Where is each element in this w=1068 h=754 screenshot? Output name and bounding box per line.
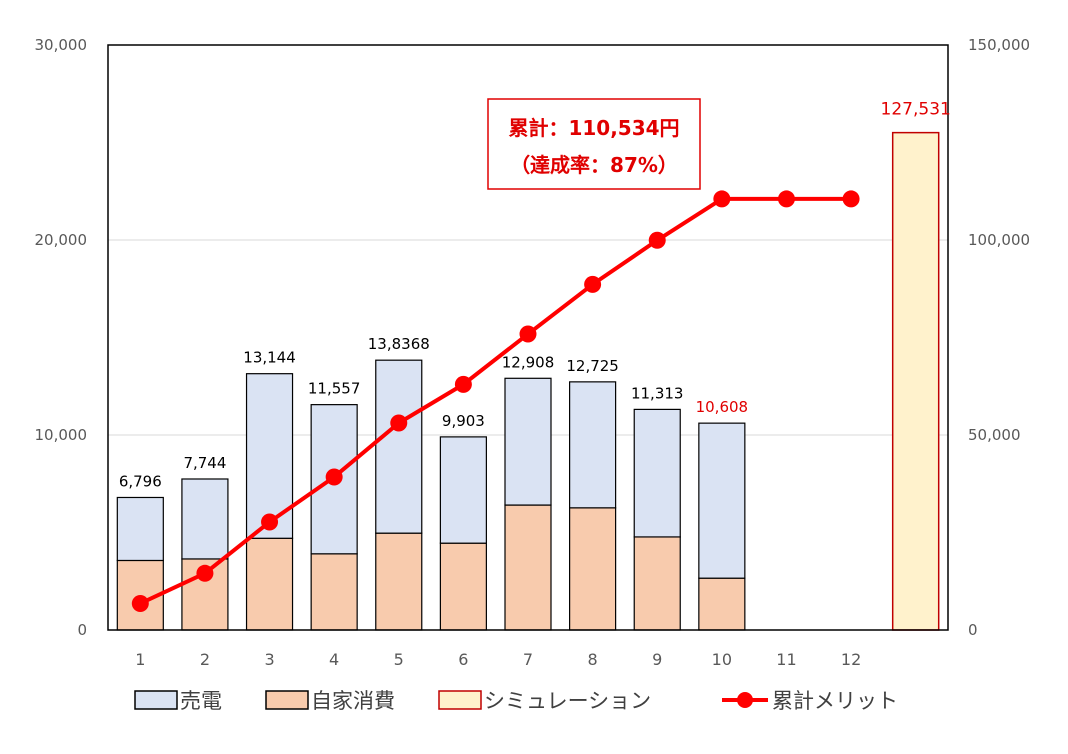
- cumulative-merit-point: [261, 513, 279, 531]
- bar-sold-power: [375, 359, 423, 534]
- annotation-rate: （達成率：87%）: [510, 153, 678, 177]
- right-axis-tick-label: 150,000: [968, 36, 1030, 54]
- cumulative-line: [131, 190, 860, 612]
- plot-area-border: [107, 44, 949, 631]
- legend-label: 累計メリット: [772, 689, 898, 713]
- annotation-border: [487, 98, 701, 190]
- cumulative-merit-point: [196, 564, 214, 582]
- left-axis-tick-label: 0: [77, 621, 87, 639]
- legend-label: 売電: [180, 689, 222, 713]
- bar-total-label: 12,725: [566, 357, 619, 375]
- right-axis-tick-label: 50,000: [968, 426, 1021, 444]
- cumulative-merit-point: [131, 594, 149, 612]
- bar-total-label: 13,8368: [368, 335, 430, 353]
- data-labels: 6,796 7,744 13,144 11,557 13,8368 9,903 12,908…: [119, 100, 951, 491]
- annotation-total: 累計：110,534円: [508, 116, 679, 140]
- x-axis-tick-label: 6: [458, 650, 468, 669]
- x-axis-tick-label: 3: [264, 650, 274, 669]
- cumulative-merit-point: [713, 190, 731, 208]
- legend-swatch: [134, 690, 178, 710]
- annotation-box: 累計：110,534円 （達成率：87%）: [487, 98, 701, 190]
- cumulative-merit-point: [454, 375, 472, 393]
- x-axis-tick-label: 2: [200, 650, 210, 669]
- bar-sold-power: [633, 408, 681, 538]
- legend-label: シミュレーション: [484, 689, 651, 713]
- x-axis-tick-label: 5: [394, 650, 404, 669]
- bar-total-label: 9,903: [442, 412, 485, 430]
- bar-self-consumption: [439, 542, 487, 631]
- bar-total-label: 6,796: [119, 472, 162, 490]
- left-axis-tick-label: 10,000: [35, 426, 88, 444]
- bar-sold-power: [116, 496, 164, 562]
- x-axis-tick-label: 4: [329, 650, 339, 669]
- bar-total-label: 11,313: [631, 384, 684, 402]
- bar-sold-power: [439, 436, 487, 544]
- cumulative-merit-point: [325, 468, 343, 486]
- cumulative-merit-point: [390, 414, 408, 432]
- simulation-value-label: 127,531: [881, 100, 951, 120]
- bar-self-consumption: [698, 577, 746, 631]
- plot-frame: [107, 44, 949, 631]
- left-axis-tick-label: 20,000: [35, 231, 88, 249]
- x-axis-tick-label: 8: [588, 650, 598, 669]
- bar-self-consumption: [310, 553, 358, 631]
- bar-self-consumption: [375, 532, 423, 631]
- right-axis-tick-label: 100,000: [968, 231, 1030, 249]
- cumulative-merit-point: [584, 275, 602, 293]
- x-axis-tick-label: 9: [652, 650, 662, 669]
- cumulative-merit-point: [648, 231, 666, 249]
- bar-self-consumption: [569, 507, 617, 631]
- bar-simulation: [891, 131, 940, 631]
- legend: 売電 自家消費 シミュレーション 累計メリット: [134, 689, 898, 713]
- bar-self-consumption: [633, 536, 681, 631]
- bar-self-consumption: [504, 504, 552, 631]
- legend-marker-swatch: [737, 692, 753, 708]
- bars: [116, 131, 940, 631]
- bar-total-label: 13,144: [243, 349, 296, 367]
- bar-self-consumption: [245, 537, 294, 631]
- bar-total-label: 7,744: [183, 454, 226, 472]
- bar-sold-power: [181, 478, 229, 560]
- bar-sold-power: [504, 377, 552, 506]
- cumulative-merit-point: [842, 190, 860, 208]
- legend-label: 自家消費: [311, 689, 395, 713]
- right-axis-tick-label: 0: [968, 621, 978, 639]
- bar-total-label: 10,608: [696, 398, 749, 416]
- bar-total-label: 11,557: [308, 380, 361, 398]
- x-axis-tick-label: 10: [712, 650, 732, 669]
- bar-sold-power: [698, 422, 746, 579]
- axes: 0 10,000 20,000 30,000 0 50,000 100,000 150,000…: [35, 36, 1031, 669]
- x-axis-tick-label: 7: [523, 650, 533, 669]
- cumulative-merit-point: [519, 325, 537, 343]
- cumulative-merit-line: [139, 196, 852, 606]
- legend-swatch: [265, 690, 309, 710]
- x-axis-tick-label: 11: [776, 650, 796, 669]
- x-axis-tick-label: 1: [135, 650, 145, 669]
- x-axis-tick-label: 12: [841, 650, 861, 669]
- bar-sold-power: [569, 381, 617, 509]
- left-axis-tick-label: 30,000: [35, 36, 88, 54]
- legend-swatch: [438, 690, 482, 710]
- cumulative-merit-point: [777, 190, 795, 208]
- bar-total-label: 12,908: [502, 353, 555, 371]
